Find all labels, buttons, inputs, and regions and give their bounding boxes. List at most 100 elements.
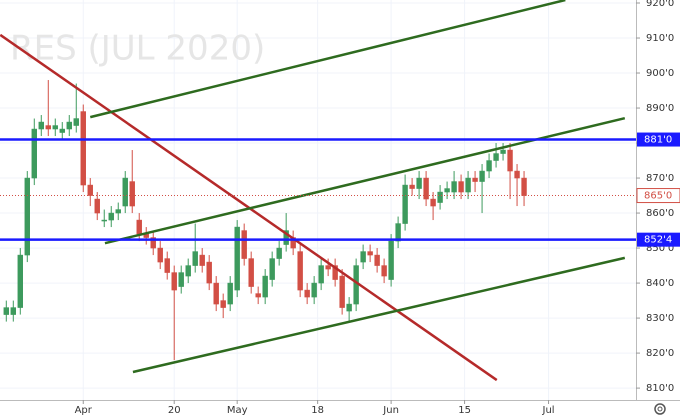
candle-body — [45, 125, 51, 130]
candle-body — [206, 261, 212, 284]
candle-body — [101, 219, 107, 222]
candle-body — [465, 177, 471, 193]
gear-hub — [657, 406, 663, 412]
candle-body — [297, 251, 303, 291]
candle-body — [388, 240, 394, 280]
y-tick-label: 870'0 — [646, 173, 674, 184]
candle-body — [24, 177, 30, 256]
candle-body — [304, 289, 310, 298]
candle-body — [486, 160, 492, 172]
level-label: 852'4 — [644, 235, 672, 246]
x-tick-label: 15 — [458, 405, 471, 416]
x-tick-label: Jul — [542, 405, 555, 416]
candle-body — [73, 118, 79, 126]
candle-body — [108, 212, 114, 221]
level-label: 881'0 — [644, 135, 672, 146]
last-price-label: 865'0 — [644, 191, 672, 202]
axis: 810'0820'0830'0840'0850'0860'0870'0880'0… — [75, 0, 680, 416]
candle-body — [66, 121, 72, 130]
candle-body — [276, 247, 282, 259]
candle-body — [311, 282, 317, 298]
gear[interactable] — [654, 403, 666, 415]
candle-body — [451, 181, 457, 193]
candle-body — [500, 149, 506, 154]
x-tick-label: 20 — [168, 405, 181, 416]
candle-body — [507, 149, 513, 172]
y-tick-label: 920'0 — [646, 0, 674, 9]
candle-body — [402, 184, 408, 224]
candle-body — [94, 198, 100, 214]
candle-body — [283, 230, 289, 245]
candle-body — [3, 307, 9, 315]
y-tick-label: 890'0 — [646, 103, 674, 114]
candle-body — [129, 181, 135, 207]
plot — [0, 0, 636, 382]
candle-body — [31, 128, 37, 179]
candle-body — [164, 258, 170, 273]
candle-body — [346, 303, 352, 312]
y-tick-label: 820'0 — [646, 348, 674, 359]
candle-body — [10, 307, 16, 315]
x-tick-label: Jun — [382, 405, 399, 416]
candle-body — [325, 265, 331, 270]
y-tick-label: 830'0 — [646, 313, 674, 324]
candle-body — [395, 223, 401, 242]
candle-body — [220, 300, 226, 308]
trend-line — [89, 0, 566, 119]
y-tick-label: 900'0 — [646, 68, 674, 79]
candle-body — [430, 198, 436, 207]
candle-body — [59, 128, 65, 133]
candle-body — [115, 209, 121, 214]
y-tick-label: 910'0 — [646, 33, 674, 44]
candle-body — [381, 265, 387, 277]
candle-body — [479, 170, 485, 182]
candle-body — [360, 251, 366, 263]
candle-body — [17, 254, 23, 308]
candle-body — [472, 177, 478, 182]
candle-body — [213, 282, 219, 305]
candle-body — [458, 181, 464, 193]
candle-body — [262, 275, 268, 298]
candle-body — [185, 265, 191, 277]
y-tick-label: 810'0 — [646, 383, 674, 394]
candle-body — [318, 265, 324, 284]
x-tick-label: Apr — [75, 405, 93, 416]
candle-body — [87, 184, 93, 196]
level-box — [637, 132, 680, 147]
candle-body — [157, 247, 163, 263]
y-tick-label: 850'0 — [646, 243, 674, 254]
candle-body — [416, 177, 422, 189]
candle-body — [150, 237, 156, 249]
candle-body — [514, 170, 520, 179]
candle-body — [332, 265, 338, 280]
trend-line — [132, 256, 626, 374]
candle-body — [339, 275, 345, 308]
candle-body — [52, 125, 58, 130]
candle-body — [171, 272, 177, 291]
candle-body — [248, 258, 254, 287]
candle-body — [122, 177, 128, 207]
y-tick-label: 860'0 — [646, 208, 674, 219]
candle-body — [409, 184, 415, 189]
candle-body — [234, 226, 240, 291]
candle-body — [80, 111, 86, 186]
last-price-box — [636, 188, 680, 204]
candle-body — [38, 121, 44, 130]
candle-body — [136, 219, 142, 235]
candle-body — [444, 188, 450, 193]
candle-body — [199, 254, 205, 266]
watermark: RES (JUL 2020) — [10, 29, 265, 69]
candle-body — [178, 272, 184, 287]
candle-body — [269, 258, 275, 280]
candle-body — [241, 230, 247, 259]
settings-icon[interactable] — [654, 403, 666, 415]
x-tick-label: 18 — [311, 405, 324, 416]
candle-body — [521, 177, 527, 196]
candle-body — [374, 254, 380, 266]
candle-body — [227, 282, 233, 305]
candle-body — [255, 293, 261, 298]
x-tick-label: May — [227, 405, 248, 416]
candle-body — [192, 251, 198, 266]
